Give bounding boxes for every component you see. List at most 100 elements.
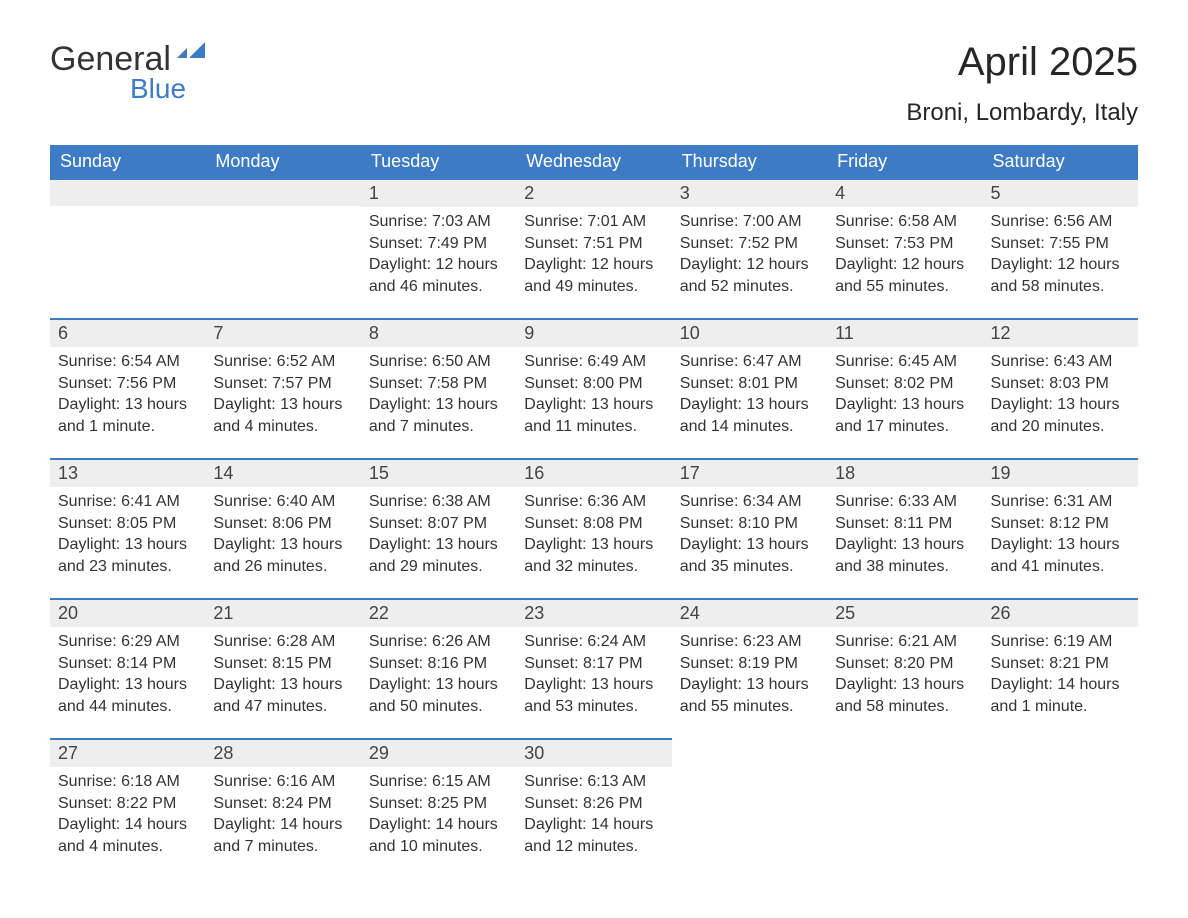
day-number: 4 [827,178,982,207]
calendar-cell [827,738,982,878]
sunrise-line: Sunrise: 6:34 AM [680,491,819,513]
sunset-line: Sunset: 8:20 PM [835,653,974,675]
sunrise-line: Sunrise: 6:38 AM [369,491,508,513]
day-body: Sunrise: 6:23 AMSunset: 8:19 PMDaylight:… [672,627,827,725]
sunrise-line: Sunrise: 6:52 AM [213,351,352,373]
day-number: 5 [983,178,1138,207]
sunset-line: Sunset: 7:57 PM [213,373,352,395]
calendar-cell [50,178,205,318]
daylight-line: Daylight: 14 hours and 7 minutes. [213,814,352,857]
weekday-header: Sunday [50,145,205,178]
sunrise-line: Sunrise: 6:21 AM [835,631,974,653]
calendar-cell: 1Sunrise: 7:03 AMSunset: 7:49 PMDaylight… [361,178,516,318]
daylight-line: Daylight: 13 hours and 26 minutes. [213,534,352,577]
sunset-line: Sunset: 8:12 PM [991,513,1130,535]
sunrise-line: Sunrise: 7:00 AM [680,211,819,233]
sunrise-line: Sunrise: 6:23 AM [680,631,819,653]
calendar-week: 6Sunrise: 6:54 AMSunset: 7:56 PMDaylight… [50,318,1138,458]
calendar-cell: 5Sunrise: 6:56 AMSunset: 7:55 PMDaylight… [983,178,1138,318]
daylight-line: Daylight: 13 hours and 55 minutes. [680,674,819,717]
day-number: 20 [50,598,205,627]
day-number: 28 [205,738,360,767]
sunset-line: Sunset: 8:05 PM [58,513,197,535]
day-number: 27 [50,738,205,767]
calendar-cell: 2Sunrise: 7:01 AMSunset: 7:51 PMDaylight… [516,178,671,318]
day-body: Sunrise: 6:26 AMSunset: 8:16 PMDaylight:… [361,627,516,725]
sunset-line: Sunset: 8:01 PM [680,373,819,395]
day-body: Sunrise: 6:28 AMSunset: 8:15 PMDaylight:… [205,627,360,725]
sunrise-line: Sunrise: 6:50 AM [369,351,508,373]
daylight-line: Daylight: 13 hours and 47 minutes. [213,674,352,717]
day-number: 17 [672,458,827,487]
day-number: 18 [827,458,982,487]
day-body: Sunrise: 6:19 AMSunset: 8:21 PMDaylight:… [983,627,1138,725]
sunset-line: Sunset: 7:56 PM [58,373,197,395]
day-body: Sunrise: 6:24 AMSunset: 8:17 PMDaylight:… [516,627,671,725]
calendar-cell: 12Sunrise: 6:43 AMSunset: 8:03 PMDayligh… [983,318,1138,458]
sunset-line: Sunset: 8:24 PM [213,793,352,815]
sunset-line: Sunset: 8:26 PM [524,793,663,815]
daylight-line: Daylight: 13 hours and 32 minutes. [524,534,663,577]
calendar-cell: 17Sunrise: 6:34 AMSunset: 8:10 PMDayligh… [672,458,827,598]
sunset-line: Sunset: 8:07 PM [369,513,508,535]
day-body: Sunrise: 6:50 AMSunset: 7:58 PMDaylight:… [361,347,516,445]
calendar-cell: 4Sunrise: 6:58 AMSunset: 7:53 PMDaylight… [827,178,982,318]
calendar-cell: 18Sunrise: 6:33 AMSunset: 8:11 PMDayligh… [827,458,982,598]
sunset-line: Sunset: 8:14 PM [58,653,197,675]
day-body: Sunrise: 6:18 AMSunset: 8:22 PMDaylight:… [50,767,205,865]
sunset-line: Sunset: 8:25 PM [369,793,508,815]
sunset-line: Sunset: 8:15 PM [213,653,352,675]
daylight-line: Daylight: 13 hours and 4 minutes. [213,394,352,437]
sunrise-line: Sunrise: 6:19 AM [991,631,1130,653]
sunrise-line: Sunrise: 6:43 AM [991,351,1130,373]
day-body: Sunrise: 6:41 AMSunset: 8:05 PMDaylight:… [50,487,205,585]
day-body: Sunrise: 6:13 AMSunset: 8:26 PMDaylight:… [516,767,671,865]
day-body: Sunrise: 6:43 AMSunset: 8:03 PMDaylight:… [983,347,1138,445]
day-number: 16 [516,458,671,487]
day-number: 15 [361,458,516,487]
daylight-line: Daylight: 13 hours and 17 minutes. [835,394,974,437]
day-body: Sunrise: 6:34 AMSunset: 8:10 PMDaylight:… [672,487,827,585]
day-body: Sunrise: 6:45 AMSunset: 8:02 PMDaylight:… [827,347,982,445]
sunrise-line: Sunrise: 6:26 AM [369,631,508,653]
daylight-line: Daylight: 13 hours and 35 minutes. [680,534,819,577]
daylight-line: Daylight: 13 hours and 7 minutes. [369,394,508,437]
sunset-line: Sunset: 7:58 PM [369,373,508,395]
day-number: 11 [827,318,982,347]
weekday-header: Friday [827,145,982,178]
daylight-line: Daylight: 12 hours and 46 minutes. [369,254,508,297]
daylight-line: Daylight: 13 hours and 14 minutes. [680,394,819,437]
calendar-cell: 6Sunrise: 6:54 AMSunset: 7:56 PMDaylight… [50,318,205,458]
calendar-cell: 28Sunrise: 6:16 AMSunset: 8:24 PMDayligh… [205,738,360,878]
sunrise-line: Sunrise: 6:49 AM [524,351,663,373]
weekday-header: Monday [205,145,360,178]
calendar-header: SundayMondayTuesdayWednesdayThursdayFrid… [50,145,1138,178]
calendar-week: 20Sunrise: 6:29 AMSunset: 8:14 PMDayligh… [50,598,1138,738]
calendar-cell: 19Sunrise: 6:31 AMSunset: 8:12 PMDayligh… [983,458,1138,598]
day-body: Sunrise: 6:21 AMSunset: 8:20 PMDaylight:… [827,627,982,725]
sunset-line: Sunset: 8:06 PM [213,513,352,535]
sunrise-line: Sunrise: 6:40 AM [213,491,352,513]
daylight-line: Daylight: 13 hours and 29 minutes. [369,534,508,577]
weekday-header: Saturday [983,145,1138,178]
sunrise-line: Sunrise: 7:01 AM [524,211,663,233]
sunrise-line: Sunrise: 6:29 AM [58,631,197,653]
calendar-week: 1Sunrise: 7:03 AMSunset: 7:49 PMDaylight… [50,178,1138,318]
page-title: April 2025 [906,40,1138,85]
day-number: 25 [827,598,982,627]
day-body: Sunrise: 6:49 AMSunset: 8:00 PMDaylight:… [516,347,671,445]
sunrise-line: Sunrise: 6:31 AM [991,491,1130,513]
sunset-line: Sunset: 8:17 PM [524,653,663,675]
day-number: 23 [516,598,671,627]
calendar-cell [205,178,360,318]
day-number: 8 [361,318,516,347]
day-number: 3 [672,178,827,207]
sunrise-line: Sunrise: 6:33 AM [835,491,974,513]
day-body: Sunrise: 6:15 AMSunset: 8:25 PMDaylight:… [361,767,516,865]
day-number: 9 [516,318,671,347]
daylight-line: Daylight: 13 hours and 20 minutes. [991,394,1130,437]
sunset-line: Sunset: 7:51 PM [524,233,663,255]
day-body: Sunrise: 6:52 AMSunset: 7:57 PMDaylight:… [205,347,360,445]
day-body: Sunrise: 6:29 AMSunset: 8:14 PMDaylight:… [50,627,205,725]
calendar-cell: 22Sunrise: 6:26 AMSunset: 8:16 PMDayligh… [361,598,516,738]
